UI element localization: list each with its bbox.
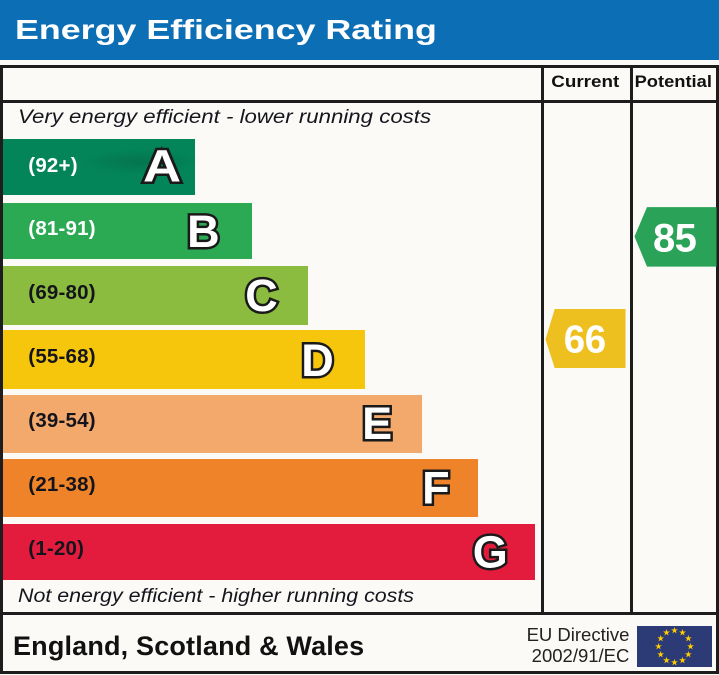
svg-text:G: G [473,526,508,577]
svg-text:A: A [143,142,181,192]
svg-text:F: F [422,462,449,513]
svg-text:E: E [362,398,392,449]
svg-text:B: B [187,206,220,257]
svg-text:D: D [301,335,334,386]
svg-text:C: C [245,270,277,321]
svg-text:66: 66 [564,319,606,362]
svg-text:85: 85 [653,217,697,261]
